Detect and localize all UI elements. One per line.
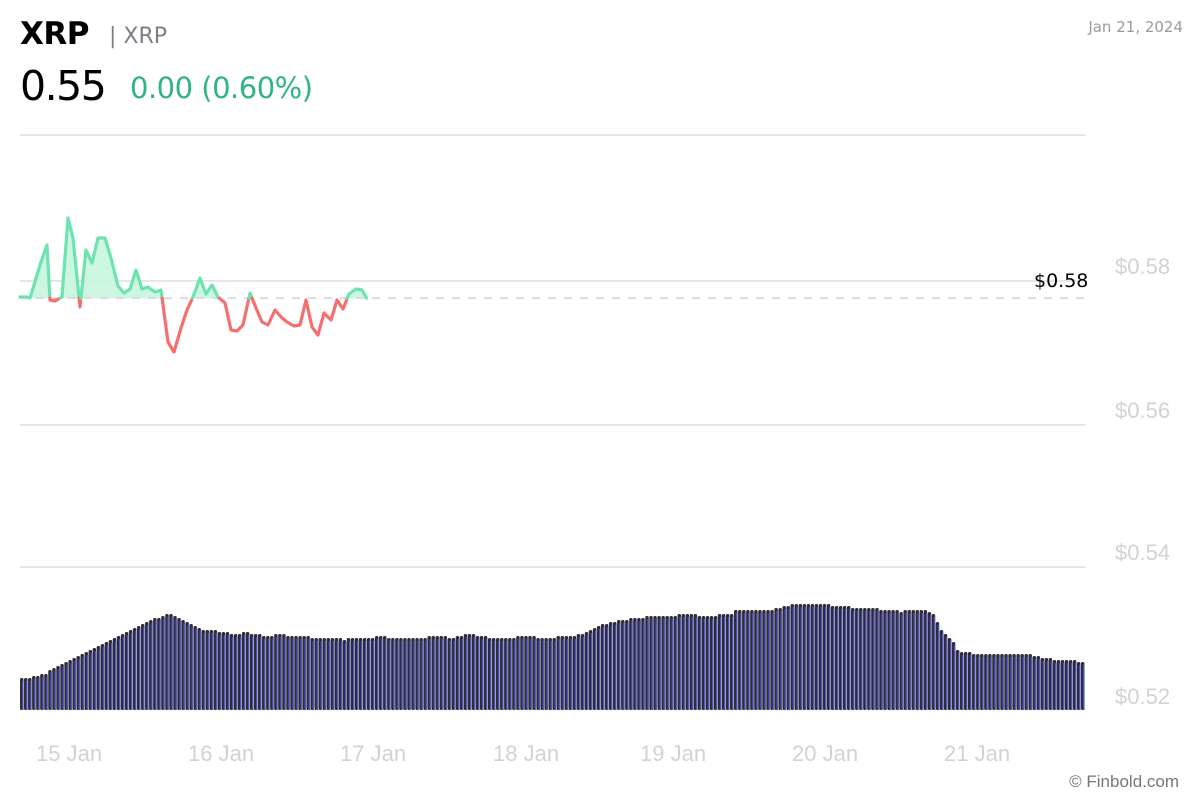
x-tick-label: 17 Jan	[340, 741, 407, 766]
chart-date: Jan 21, 2024	[1088, 18, 1183, 36]
reference-price-label: $0.58	[1034, 270, 1089, 292]
x-tick-label: 19 Jan	[640, 741, 707, 766]
y-tick-label: $0.58	[1115, 254, 1171, 279]
grid-lines	[20, 134, 1085, 568]
y-tick-label: $0.56	[1115, 398, 1171, 423]
x-tick-label: 21 Jan	[944, 741, 1011, 766]
x-tick-label: 20 Jan	[792, 741, 859, 766]
asset-symbol: XRP	[20, 16, 90, 52]
x-tick-label: 18 Jan	[493, 741, 560, 766]
source-credit: © Finbold.com	[1069, 772, 1179, 791]
y-tick-label: $0.54	[1115, 540, 1171, 565]
price-change: 0.00 (0.60%)	[130, 71, 313, 105]
x-tick-label: 15 Jan	[36, 741, 103, 766]
x-tick-label: 16 Jan	[188, 741, 255, 766]
current-price: 0.55	[20, 62, 107, 110]
asset-name: | XRP	[109, 24, 168, 49]
y-tick-label: $0.52	[1115, 684, 1171, 709]
price-line	[18, 216, 369, 354]
volume-bars	[20, 604, 1085, 710]
